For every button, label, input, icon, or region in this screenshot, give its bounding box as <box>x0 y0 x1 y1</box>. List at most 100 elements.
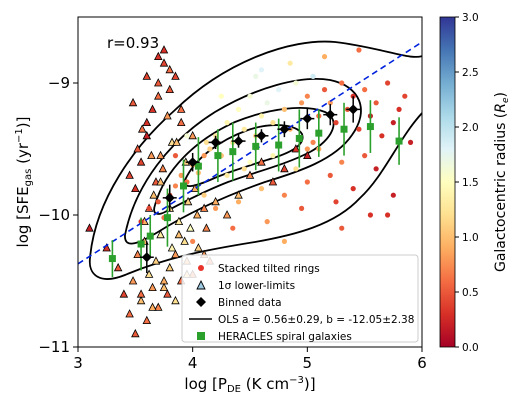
stacked-ring-point <box>190 238 196 244</box>
legend-label-lower-limits: 1σ lower-limits <box>218 280 295 292</box>
binned-point <box>187 157 198 168</box>
legend-marker-binned <box>196 297 206 307</box>
stacked-ring-point <box>230 225 236 231</box>
lower-limit-marker <box>234 190 243 199</box>
stacked-ring-point <box>258 113 265 119</box>
stacked-ring-point <box>224 172 230 178</box>
stacked-ring-point <box>396 106 402 112</box>
x-ticks: 3 4 5 6 <box>73 347 427 372</box>
stacked-ring-point <box>339 225 345 231</box>
heracles-point <box>137 240 145 248</box>
stacked-ring-point <box>362 153 368 159</box>
lower-limit-marker <box>142 130 152 140</box>
stacked-ring-point <box>304 179 310 185</box>
binned-point <box>141 252 152 263</box>
plot-frame <box>77 16 423 348</box>
y-tick-label: −11 <box>38 338 70 356</box>
stacked-ring-point <box>390 192 396 198</box>
colorbar-tick-label: 3.0 <box>462 12 479 24</box>
stacked-ring-point <box>281 192 287 198</box>
lower-limit-marker <box>202 223 211 232</box>
lower-limit-marker <box>222 210 232 219</box>
lower-limit-marker <box>125 309 134 318</box>
stacked-ring-point <box>321 54 328 60</box>
stacked-ring-point <box>339 159 345 165</box>
lower-limit-marker <box>159 282 169 291</box>
lower-limit-marker <box>257 157 266 166</box>
y-ticks: −11 −10 −9 <box>38 74 78 356</box>
lower-limit-marker <box>142 117 152 126</box>
stacked-ring-point <box>310 73 316 79</box>
lower-limit-marker <box>102 243 111 252</box>
stacked-ring-point <box>146 205 152 211</box>
stacked-ring-point <box>339 80 345 86</box>
legend-label-ols: OLS a = 0.56±0.29, b = -12.05±2.38 <box>218 314 414 326</box>
lower-limit-marker <box>136 289 146 298</box>
stacked-ring-markers <box>138 47 414 244</box>
stacked-ring-point <box>213 205 219 211</box>
stacked-ring-point <box>304 93 310 99</box>
stacked-ring-point <box>333 199 339 205</box>
stacked-ring-point <box>201 153 207 159</box>
lower-limit-marker <box>154 78 163 87</box>
stacked-ring-point <box>402 93 408 99</box>
stacked-ring-point <box>362 87 368 93</box>
colorbar <box>439 16 456 348</box>
lower-limit-marker <box>128 276 138 285</box>
lower-limit-marker <box>188 130 197 140</box>
lower-limit-marker <box>199 203 209 212</box>
lower-limit-marker <box>291 144 301 153</box>
stacked-ring-point <box>178 172 184 178</box>
legend-entry-ols: OLS a = 0.56±0.29, b = -12.05±2.38 <box>189 314 414 326</box>
stacked-ring-point <box>310 139 316 145</box>
x-tick-label: 6 <box>417 354 427 372</box>
legend-marker-heracles <box>197 332 205 340</box>
stacked-ring-point <box>356 126 362 132</box>
lower-limit-marker <box>125 170 134 179</box>
heracles-point <box>229 148 237 156</box>
stacked-ring-point <box>390 120 396 126</box>
ols-fit-line <box>78 41 422 265</box>
colorbar-tick-label: 2.0 <box>462 122 479 134</box>
lower-limit-marker <box>154 51 163 60</box>
lower-limit-marker <box>171 295 180 305</box>
lower-limit-marker <box>174 216 184 225</box>
colorbar-tick-label: 2.5 <box>462 67 479 79</box>
legend-entry-lower-limits: 1σ lower-limits <box>196 279 295 292</box>
lower-limit-marker <box>176 104 186 113</box>
binned-point <box>279 124 290 135</box>
x-axis-label: log [PDE (K cm−3)] <box>184 375 315 395</box>
lower-limit-marker <box>151 256 161 265</box>
heracles-point <box>395 137 403 145</box>
lower-limit-marker <box>137 124 147 133</box>
binned-point <box>302 113 313 124</box>
legend-label-heracles: HERACLES spiral galaxies <box>218 331 352 343</box>
stacked-ring-point <box>281 238 287 244</box>
lower-limit-marker <box>142 315 152 324</box>
lower-limit-marker <box>245 170 255 179</box>
stacked-ring-point <box>407 139 414 145</box>
lower-limit-marker <box>174 229 184 239</box>
stacked-ring-point <box>385 80 391 86</box>
lower-limit-marker <box>131 328 140 338</box>
stacked-ring-point <box>258 186 265 192</box>
legend-entry-heracles: HERACLES spiral galaxies <box>197 331 352 343</box>
lower-limit-marker <box>186 223 195 232</box>
binned-point <box>210 137 221 148</box>
legend-entry-binned: Binned data <box>196 297 282 309</box>
heracles-point <box>295 134 303 142</box>
lower-limit-marker <box>192 210 202 219</box>
stacked-ring-point <box>356 47 362 53</box>
lower-limit-marker <box>165 84 174 93</box>
legend-box <box>181 254 419 343</box>
legend-marker-rings <box>198 265 204 271</box>
heracles-point <box>179 182 187 190</box>
lower-limit-marker <box>154 302 163 311</box>
lower-limit-marker <box>148 302 157 311</box>
lower-limit-marker <box>142 71 152 80</box>
lower-limit-marker <box>176 117 186 126</box>
lower-limit-marker <box>159 45 169 54</box>
legend-entry-rings: Stacked tilted rings <box>198 263 320 275</box>
y-tick-label: −10 <box>38 206 70 224</box>
